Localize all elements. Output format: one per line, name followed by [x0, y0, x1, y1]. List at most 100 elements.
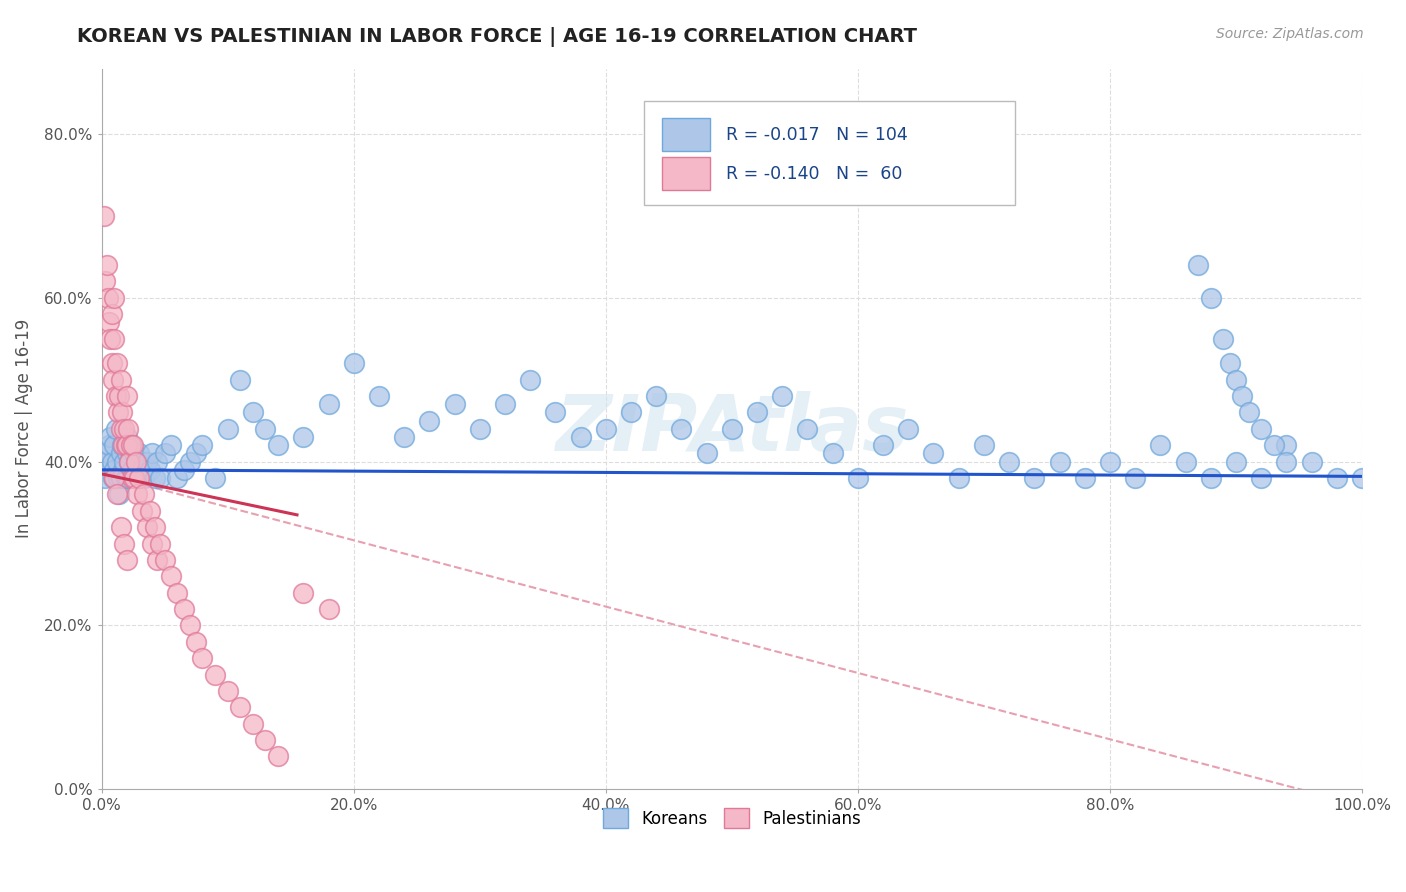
Point	[136, 520, 159, 534]
Point	[173, 602, 195, 616]
Point	[120, 438, 142, 452]
Point	[114, 438, 136, 452]
Text: ZIPAtlas: ZIPAtlas	[555, 391, 908, 467]
Point	[125, 487, 148, 501]
Point	[108, 487, 131, 501]
Point	[217, 684, 239, 698]
Point	[595, 422, 617, 436]
Point	[173, 463, 195, 477]
Point	[103, 332, 125, 346]
Point	[94, 471, 117, 485]
Point	[569, 430, 592, 444]
Point	[179, 618, 201, 632]
Point	[105, 487, 128, 501]
Point	[191, 651, 214, 665]
Point	[1199, 471, 1222, 485]
Point	[1098, 455, 1121, 469]
Point	[124, 446, 146, 460]
Point	[134, 487, 156, 501]
Point	[160, 569, 183, 583]
Point	[114, 471, 136, 485]
Point	[100, 455, 122, 469]
Point	[121, 463, 143, 477]
Text: Source: ZipAtlas.com: Source: ZipAtlas.com	[1216, 27, 1364, 41]
Point	[191, 438, 214, 452]
Point	[1275, 438, 1298, 452]
Point	[1263, 438, 1285, 452]
Point	[122, 471, 145, 485]
Point	[115, 553, 138, 567]
Point	[100, 356, 122, 370]
Point	[112, 438, 135, 452]
Point	[110, 446, 132, 460]
Point	[1149, 438, 1171, 452]
Point	[186, 635, 208, 649]
Point	[745, 405, 768, 419]
Point	[110, 471, 132, 485]
Point	[1174, 455, 1197, 469]
Point	[103, 463, 125, 477]
Legend: Koreans, Palestinians: Koreans, Palestinians	[596, 801, 868, 835]
Point	[105, 356, 128, 370]
Point	[118, 455, 141, 469]
Point	[97, 446, 120, 460]
Point	[242, 405, 264, 419]
Point	[131, 504, 153, 518]
Point	[110, 373, 132, 387]
Point	[1024, 471, 1046, 485]
Point	[112, 536, 135, 550]
Point	[100, 307, 122, 321]
Point	[166, 471, 188, 485]
Point	[1232, 389, 1254, 403]
Point	[1225, 373, 1247, 387]
Point	[1275, 455, 1298, 469]
Point	[138, 504, 160, 518]
Point	[948, 471, 970, 485]
FancyBboxPatch shape	[662, 119, 710, 152]
Point	[94, 275, 117, 289]
Point	[143, 520, 166, 534]
Point	[101, 471, 124, 485]
Point	[124, 471, 146, 485]
Point	[104, 422, 127, 436]
Point	[112, 455, 135, 469]
Point	[645, 389, 668, 403]
Point	[217, 422, 239, 436]
Point	[115, 389, 138, 403]
Point	[115, 446, 138, 460]
Point	[125, 471, 148, 485]
Point	[1301, 455, 1323, 469]
Point	[103, 471, 125, 485]
Point	[112, 463, 135, 477]
Point	[122, 438, 145, 452]
Point	[1187, 258, 1209, 272]
Point	[108, 389, 131, 403]
Point	[117, 471, 139, 485]
Point	[267, 438, 290, 452]
Point	[143, 471, 166, 485]
Point	[770, 389, 793, 403]
Point	[141, 536, 163, 550]
Text: KOREAN VS PALESTINIAN IN LABOR FORCE | AGE 16-19 CORRELATION CHART: KOREAN VS PALESTINIAN IN LABOR FORCE | A…	[77, 27, 917, 46]
Point	[146, 455, 169, 469]
Point	[107, 471, 129, 485]
Point	[111, 405, 134, 419]
Point	[343, 356, 366, 370]
Point	[111, 438, 134, 452]
Point	[494, 397, 516, 411]
Point	[124, 455, 146, 469]
Point	[117, 422, 139, 436]
Point	[204, 667, 226, 681]
Point	[872, 438, 894, 452]
Point	[101, 373, 124, 387]
Point	[153, 553, 176, 567]
Point	[121, 471, 143, 485]
FancyBboxPatch shape	[662, 157, 710, 190]
Text: R = -0.017   N = 104: R = -0.017 N = 104	[725, 126, 907, 144]
Point	[1351, 471, 1374, 485]
Point	[107, 405, 129, 419]
Point	[128, 446, 150, 460]
Point	[392, 430, 415, 444]
Point	[96, 455, 118, 469]
Point	[93, 209, 115, 223]
